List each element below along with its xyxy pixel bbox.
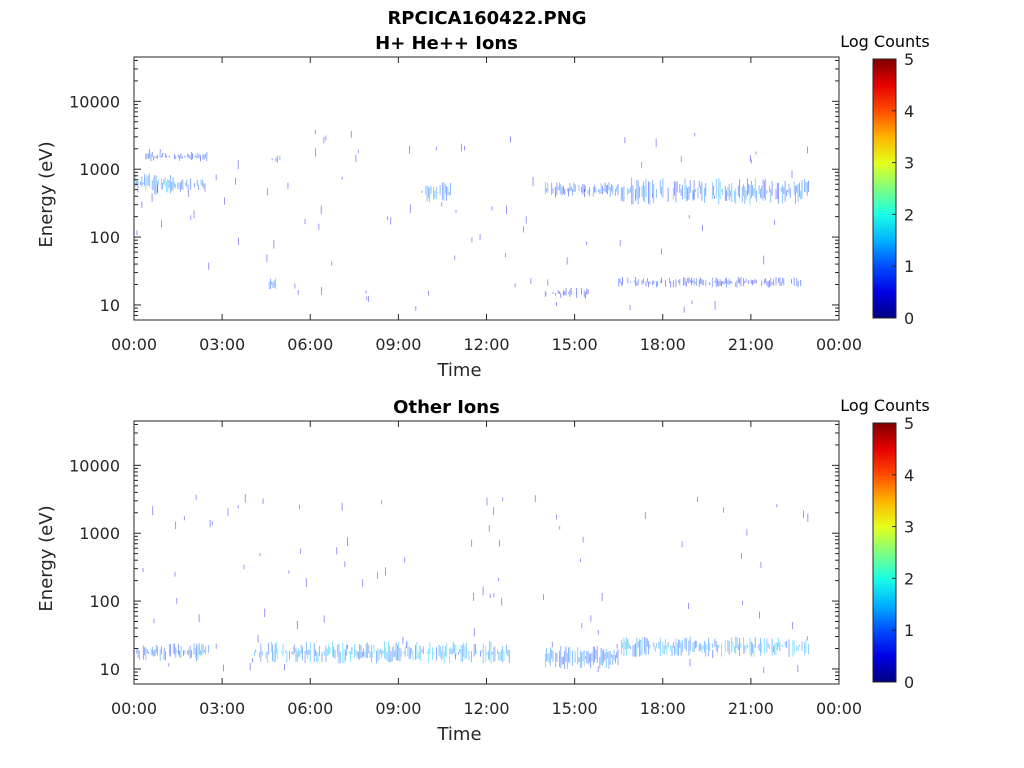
- band-2: [145, 152, 208, 162]
- band-1: [253, 640, 510, 664]
- colorbar-tick-label: 0: [904, 673, 914, 692]
- band-3: [271, 155, 281, 163]
- colorbar-tick-label: 2: [904, 205, 914, 224]
- x-tick-label: 12:00: [463, 699, 509, 718]
- colorbar-tick-label: 1: [904, 257, 914, 276]
- x-tick-label: 00:00: [111, 699, 157, 718]
- colorbar-label: Log Counts: [840, 32, 930, 51]
- x-tick-label: 00:00: [816, 335, 862, 354]
- y-tick-label: 10: [100, 660, 120, 679]
- x-tick-label: 21:00: [728, 699, 774, 718]
- band-2: [544, 645, 619, 669]
- panel-title: Other Ions: [393, 397, 500, 418]
- colorbar-tick-label: 4: [904, 102, 914, 121]
- sparse-counts: [136, 129, 808, 313]
- x-tick-label: 06:00: [287, 335, 333, 354]
- colorbar-tick-label: 4: [904, 466, 914, 485]
- colorbar-tick-label: 1: [904, 621, 914, 640]
- x-tick-label: 15:00: [552, 699, 598, 718]
- sparse-counts: [142, 493, 809, 674]
- y-tick-label: 10: [100, 296, 120, 315]
- band-0: [136, 643, 209, 662]
- axes-box: [133, 56, 840, 321]
- colorbar-tick-label: 0: [904, 309, 914, 328]
- band-3: [620, 636, 809, 657]
- x-tick-label: 18:00: [640, 699, 686, 718]
- y-tick-label: 100: [89, 228, 120, 247]
- data-layer: [136, 493, 809, 674]
- x-tick-label: 06:00: [287, 699, 333, 718]
- panel-other-ions: 00:00 03:00 06:00 09:00 12:00 15:00 18:00 21:00…: [36, 396, 930, 745]
- y-axis-label: Energy (eV): [36, 505, 57, 611]
- x-tick-label: 09:00: [375, 335, 421, 354]
- y-tick-label: 10000: [69, 456, 120, 475]
- x-tick-label: 03:00: [199, 335, 245, 354]
- y-axis-label: Energy (eV): [36, 141, 57, 247]
- band-1: [174, 178, 206, 192]
- band-6: [544, 182, 619, 198]
- band-4: [268, 278, 277, 290]
- band-8: [618, 276, 802, 288]
- colorbar: [872, 422, 897, 683]
- figure-title: RPCICA160422.PNG: [387, 8, 586, 29]
- x-tick-label: 12:00: [463, 335, 509, 354]
- colorbar-tick-label: 5: [904, 414, 914, 433]
- panel-title: H+ He++ Ions: [375, 33, 518, 54]
- x-axis-label: Time: [436, 724, 481, 745]
- panel-h-he-ions: 00:00 03:00 06:00 09:00 12:00 15:00 18:00 21:00…: [36, 32, 930, 381]
- colorbar-tick-label: 5: [904, 50, 914, 69]
- y-tick-label: 100: [89, 592, 120, 611]
- colorbar-tick-label: 3: [904, 154, 914, 173]
- band-9: [544, 288, 589, 299]
- x-tick-label: 09:00: [375, 699, 421, 718]
- band-5: [421, 182, 451, 203]
- x-tick-label: 21:00: [728, 335, 774, 354]
- x-tick-label: 18:00: [640, 335, 686, 354]
- colorbar-label: Log Counts: [840, 396, 930, 415]
- data-layer: [134, 129, 809, 313]
- x-tick-label: 00:00: [816, 699, 862, 718]
- x-tick-label: 00:00: [111, 335, 157, 354]
- x-tick-label: 15:00: [552, 335, 598, 354]
- y-tick-label: 1000: [79, 160, 120, 179]
- x-axis-label: Time: [436, 360, 481, 381]
- colorbar-tick-label: 2: [904, 569, 914, 588]
- y-tick-label: 1000: [79, 524, 120, 543]
- x-tick-label: 03:00: [199, 699, 245, 718]
- colorbar-tick-label: 3: [904, 518, 914, 537]
- band-7: [620, 177, 809, 205]
- colorbar: [872, 58, 897, 319]
- band-0: [134, 173, 175, 195]
- y-tick-label: 10000: [69, 92, 120, 111]
